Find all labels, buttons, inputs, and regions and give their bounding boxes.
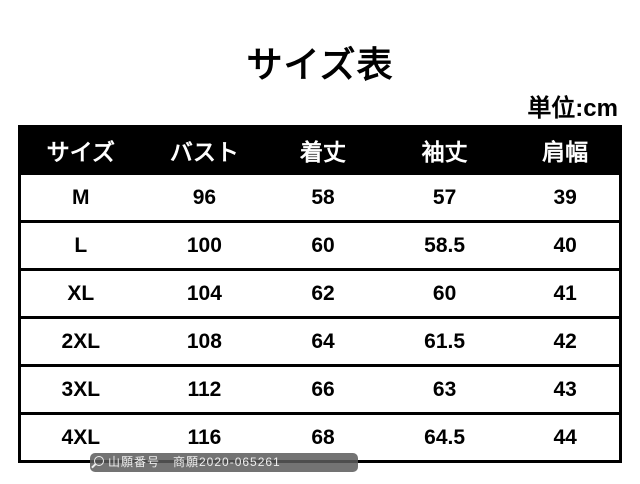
watermark-text: 山願番号 商願2020-065261: [108, 455, 281, 469]
table-cell: 66: [311, 377, 335, 401]
table-header: サイズ バスト 着丈 袖丈 肩幅: [21, 125, 619, 175]
table-cell: 39: [553, 185, 577, 209]
header-cell: 袖丈: [421, 139, 468, 165]
table-cell: 58: [311, 185, 335, 209]
header-cell: サイズ: [46, 139, 115, 165]
table-cell: 63: [432, 377, 457, 401]
table-row: 3XL 112 66 63 43: [21, 367, 619, 415]
page-title: サイズ表: [246, 44, 394, 85]
table-cell: 61.5: [424, 329, 466, 353]
table-cell: 104: [186, 281, 222, 305]
table-cell: 62: [311, 281, 335, 305]
header-cell: 肩幅: [542, 139, 589, 165]
table-cell: 40: [553, 233, 577, 257]
table-cell: 4XL: [61, 425, 101, 449]
search-icon: [94, 456, 104, 466]
header-cell: バスト: [169, 139, 239, 165]
table-cell: 43: [553, 377, 577, 401]
table-cell: 41: [553, 281, 577, 305]
table-cell: 96: [192, 185, 217, 209]
table-cell: 108: [186, 329, 222, 353]
table-cell: 60: [432, 281, 457, 305]
table-cell: 64: [311, 329, 335, 353]
table-cell: 57: [432, 185, 457, 209]
table-cell: 64.5: [424, 425, 466, 449]
table-cell: 100: [186, 233, 222, 257]
table-cell: 112: [187, 377, 222, 401]
table-cell: 44: [553, 425, 577, 449]
table-cell: L: [74, 233, 88, 257]
table-cell: 58.5: [424, 233, 466, 257]
table-cell: 60: [311, 233, 335, 257]
table-cell: M: [72, 185, 90, 209]
table-row: 2XL 108 64 61.5 42: [21, 319, 619, 367]
table-cell: 68: [311, 425, 335, 449]
size-table: サイズ バスト 着丈 袖丈 肩幅 M 96 58 57 39 L 100 60 58.5 40 XL…: [18, 125, 622, 463]
table-cell: 3XL: [61, 377, 101, 401]
unit-label: 単位:cm: [527, 95, 618, 122]
table-cell: 116: [187, 425, 222, 449]
table-row: L 100 60 58.5 40: [21, 223, 619, 271]
table-row: M 96 58 57 39: [21, 175, 619, 223]
watermark: 山願番号 商願2020-065261: [90, 453, 358, 472]
table-cell: 42: [553, 329, 577, 353]
header-cell: 着丈: [299, 139, 346, 165]
table-cell: XL: [67, 281, 95, 305]
table-row: XL 104 62 60 41: [21, 271, 619, 319]
table-cell: 2XL: [61, 329, 101, 353]
